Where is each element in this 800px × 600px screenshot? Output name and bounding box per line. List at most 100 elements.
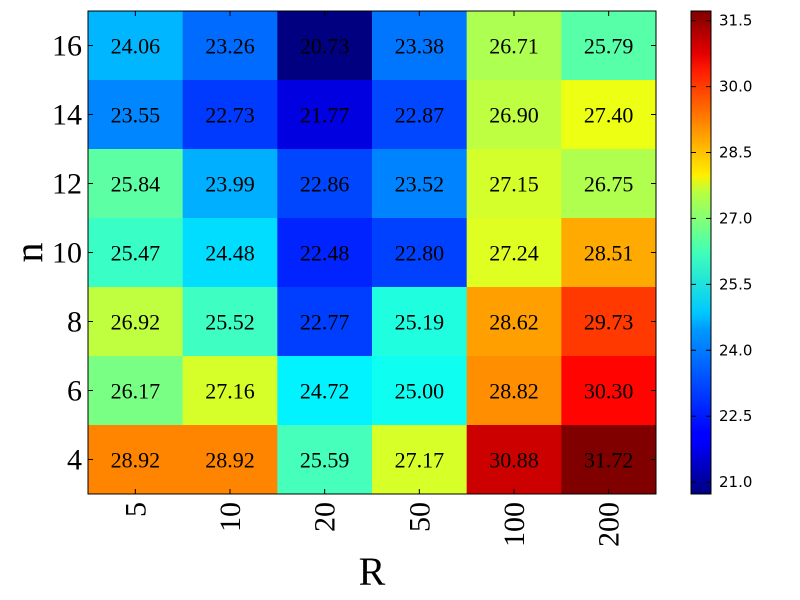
- colorbar-tick-label: 27.0: [719, 209, 752, 227]
- x-tick-label: 20: [309, 502, 342, 532]
- x-tick-label: 100: [498, 502, 531, 547]
- cell-value-label: 22.73: [205, 103, 255, 128]
- cell-value-label: 25.79: [584, 34, 634, 59]
- x-axis-label: R: [359, 549, 386, 594]
- heatmap-cell: [277, 80, 373, 150]
- cell-value-label: 23.38: [395, 34, 445, 59]
- cell-value-label: 22.86: [300, 172, 350, 197]
- colorbar-tick-label: 31.5: [719, 12, 752, 30]
- cell-value-label: 26.92: [111, 310, 161, 335]
- cell-value-label: 21.77: [300, 103, 350, 128]
- heatmap-cell: [561, 425, 657, 495]
- heatmap-cell: [466, 149, 562, 219]
- x-axis-ticks: 5 10 20 50 100 200: [119, 11, 626, 547]
- cell-value-label: 28.62: [489, 310, 539, 335]
- cell-value-label: 26.17: [111, 379, 161, 404]
- colorbar-tick-label: 21.0: [719, 473, 752, 491]
- cell-value-label: 28.51: [584, 241, 634, 266]
- heatmap-cell: [88, 80, 184, 150]
- cell-value-label: 20.73: [300, 34, 350, 59]
- heatmap-cell: [88, 149, 184, 219]
- heatmap-cell: [88, 218, 184, 288]
- colorbar-tick-label: 30.0: [719, 78, 752, 96]
- heatmap-cell: [466, 425, 562, 495]
- cell-value-label: 27.15: [489, 172, 539, 197]
- cell-value-label: 27.16: [205, 379, 255, 404]
- heatmap-cell: [182, 80, 278, 150]
- cell-value-label: 30.88: [489, 448, 539, 473]
- cell-value-label: 24.48: [205, 241, 255, 266]
- heatmap-cell: [372, 425, 468, 495]
- heatmap-cell: [466, 287, 562, 357]
- heatmap-cell: [372, 218, 468, 288]
- y-axis-label: n: [6, 243, 51, 263]
- heatmap-cell: [277, 149, 373, 219]
- cell-value-label: 23.26: [205, 34, 255, 59]
- cell-value-label: 30.30: [584, 379, 634, 404]
- cell-value-label: 25.84: [111, 172, 161, 197]
- heatmap-cell: [277, 356, 373, 426]
- cell-value-label: 22.48: [300, 241, 350, 266]
- heatmap-cell: [372, 356, 468, 426]
- heatmap-cell: [561, 149, 657, 219]
- cell-value-label: 28.92: [111, 448, 161, 473]
- cell-value-label: 29.73: [584, 310, 634, 335]
- cell-value-label: 22.77: [300, 310, 350, 335]
- heatmap-cell: [182, 287, 278, 357]
- y-tick-label: 6: [67, 375, 82, 408]
- cell-value-label: 25.52: [205, 310, 255, 335]
- cell-value-label: 26.71: [489, 34, 539, 59]
- cell-value-label: 26.75: [584, 172, 634, 197]
- y-tick-label: 12: [52, 168, 82, 201]
- heatmap-cells: [88, 11, 657, 495]
- heatmap-cell: [182, 11, 278, 81]
- cell-value-label: 25.59: [300, 448, 350, 473]
- cell-value-label: 27.24: [489, 241, 539, 266]
- heatmap-cell: [277, 287, 373, 357]
- x-tick-label: 10: [214, 502, 247, 532]
- heatmap-cell: [466, 218, 562, 288]
- heatmap-cell: [277, 425, 373, 495]
- cell-value-label: 25.47: [111, 241, 161, 266]
- cell-value-label: 31.72: [584, 448, 634, 473]
- colorbar-tick-label: 24.0: [719, 341, 752, 359]
- heatmap-cell: [372, 149, 468, 219]
- heatmap-cell: [561, 11, 657, 81]
- heatmap-cell: [372, 80, 468, 150]
- x-tick-label: 5: [119, 502, 152, 517]
- colorbar: [690, 10, 712, 495]
- heatmap-cell-labels: 24.06 23.26 20.73 23.38 26.71 25.79 23.55 22.73…: [111, 34, 634, 473]
- y-tick-label: 4: [67, 444, 82, 477]
- heatmap-cell: [561, 80, 657, 150]
- cell-value-label: 24.06: [111, 34, 161, 59]
- colorbar-tick-label: 28.5: [719, 144, 752, 162]
- heatmap-cell: [372, 11, 468, 81]
- heatmap-cell: [277, 218, 373, 288]
- y-axis-ticks: 16 14 12 10 8 6 4: [52, 30, 656, 477]
- cell-value-label: 22.87: [395, 103, 445, 128]
- heatmap-cell: [182, 356, 278, 426]
- heatmap-cell: [561, 356, 657, 426]
- cell-value-label: 23.99: [205, 172, 255, 197]
- colorbar-ticks: 21.0 22.5 24.0 25.5 27.0 28.5 30.0 31.5: [691, 12, 752, 491]
- y-tick-label: 14: [52, 99, 82, 132]
- heatmap-cell: [88, 11, 184, 81]
- cell-value-label: 23.55: [111, 103, 161, 128]
- heatmap-cell: [561, 218, 657, 288]
- colorbar-tick-label: 25.5: [719, 275, 752, 293]
- cell-value-label: 25.00: [395, 379, 445, 404]
- cell-value-label: 27.40: [584, 103, 634, 128]
- heatmap-cell: [466, 356, 562, 426]
- x-tick-label: 200: [593, 502, 626, 547]
- x-tick-label: 50: [403, 502, 436, 532]
- heatmap-cell: [182, 149, 278, 219]
- cell-value-label: 24.72: [300, 379, 350, 404]
- cell-value-label: 28.82: [489, 379, 539, 404]
- cell-value-label: 28.92: [205, 448, 255, 473]
- heatmap-cell: [372, 287, 468, 357]
- colorbar-tick-label: 22.5: [719, 407, 752, 425]
- cell-value-label: 25.19: [395, 310, 445, 335]
- heatmap-cell: [88, 356, 184, 426]
- y-tick-label: 16: [52, 30, 82, 63]
- cell-value-label: 23.52: [395, 172, 445, 197]
